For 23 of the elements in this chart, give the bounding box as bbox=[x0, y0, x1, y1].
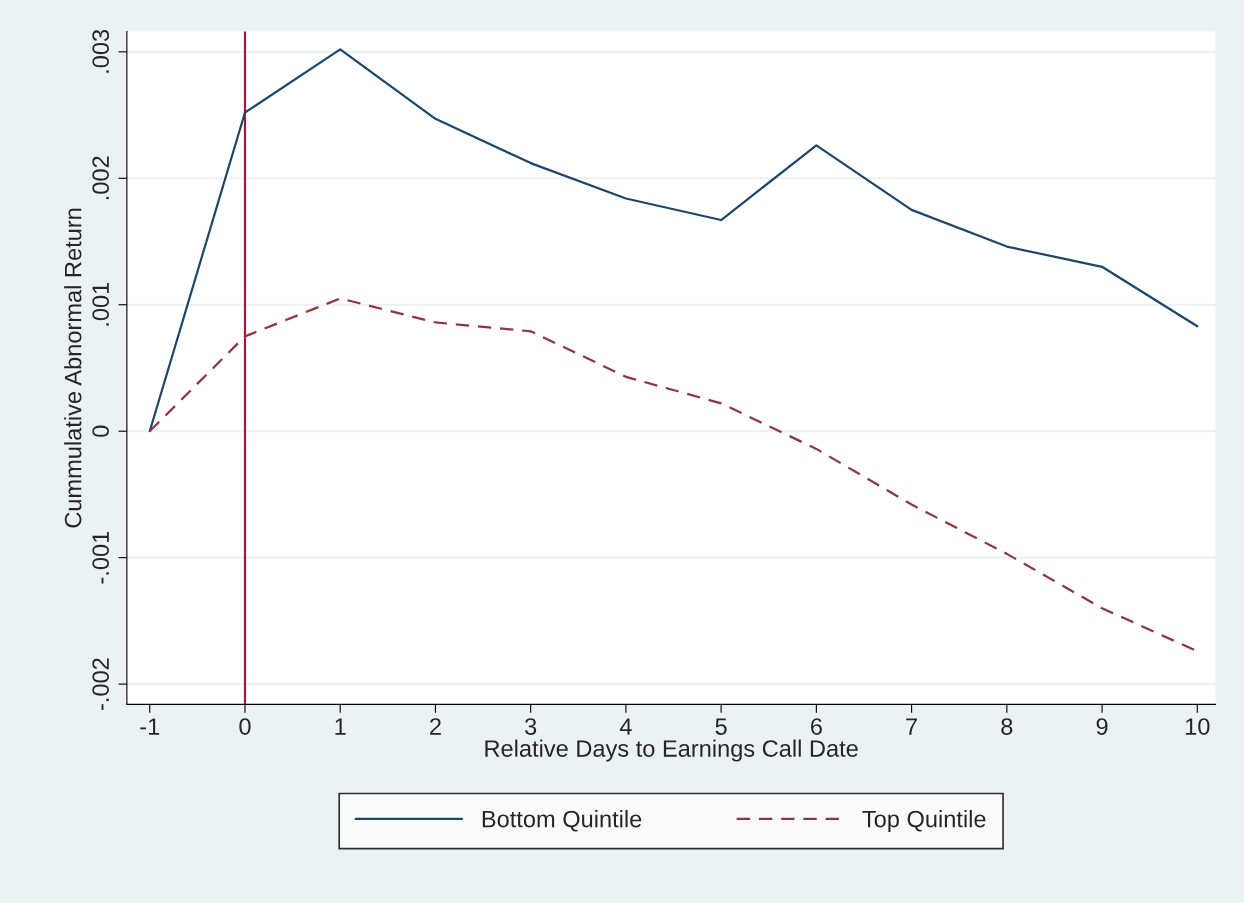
x-axis-title: Relative Days to Earnings Call Date bbox=[485, 739, 858, 762]
y-tick-label: .003 bbox=[92, 29, 110, 73]
x-tick-label: 5 bbox=[715, 718, 727, 735]
x-tick-label: 7 bbox=[906, 718, 917, 735]
x-tick-label: 8 bbox=[1001, 718, 1013, 735]
legend-label: Top Quintile bbox=[862, 810, 986, 833]
y-axis-title: Cummulative Abnormal Return bbox=[64, 208, 82, 528]
x-tick-label: 2 bbox=[430, 718, 441, 735]
y-tick-label: -.002 bbox=[92, 658, 110, 710]
x-tick-label: 3 bbox=[525, 718, 537, 735]
x-tick-label: 6 bbox=[811, 718, 822, 735]
line-series bbox=[148, 48, 1199, 433]
y-tick-label: -.001 bbox=[92, 531, 110, 584]
x-tick-label: 9 bbox=[1096, 718, 1108, 735]
x-tick-label: 4 bbox=[619, 718, 632, 735]
y-tick-label: .001 bbox=[92, 282, 110, 326]
x-tick-label: 1 bbox=[335, 718, 346, 735]
x-tick-label: 10 bbox=[1185, 718, 1210, 735]
legend-label: Bottom Quintile bbox=[482, 810, 642, 832]
x-tick-label: 0 bbox=[239, 718, 251, 735]
x-tick-label: -1 bbox=[140, 718, 160, 735]
y-tick-label: .002 bbox=[92, 156, 110, 200]
y-tick-label: 0 bbox=[92, 425, 110, 437]
